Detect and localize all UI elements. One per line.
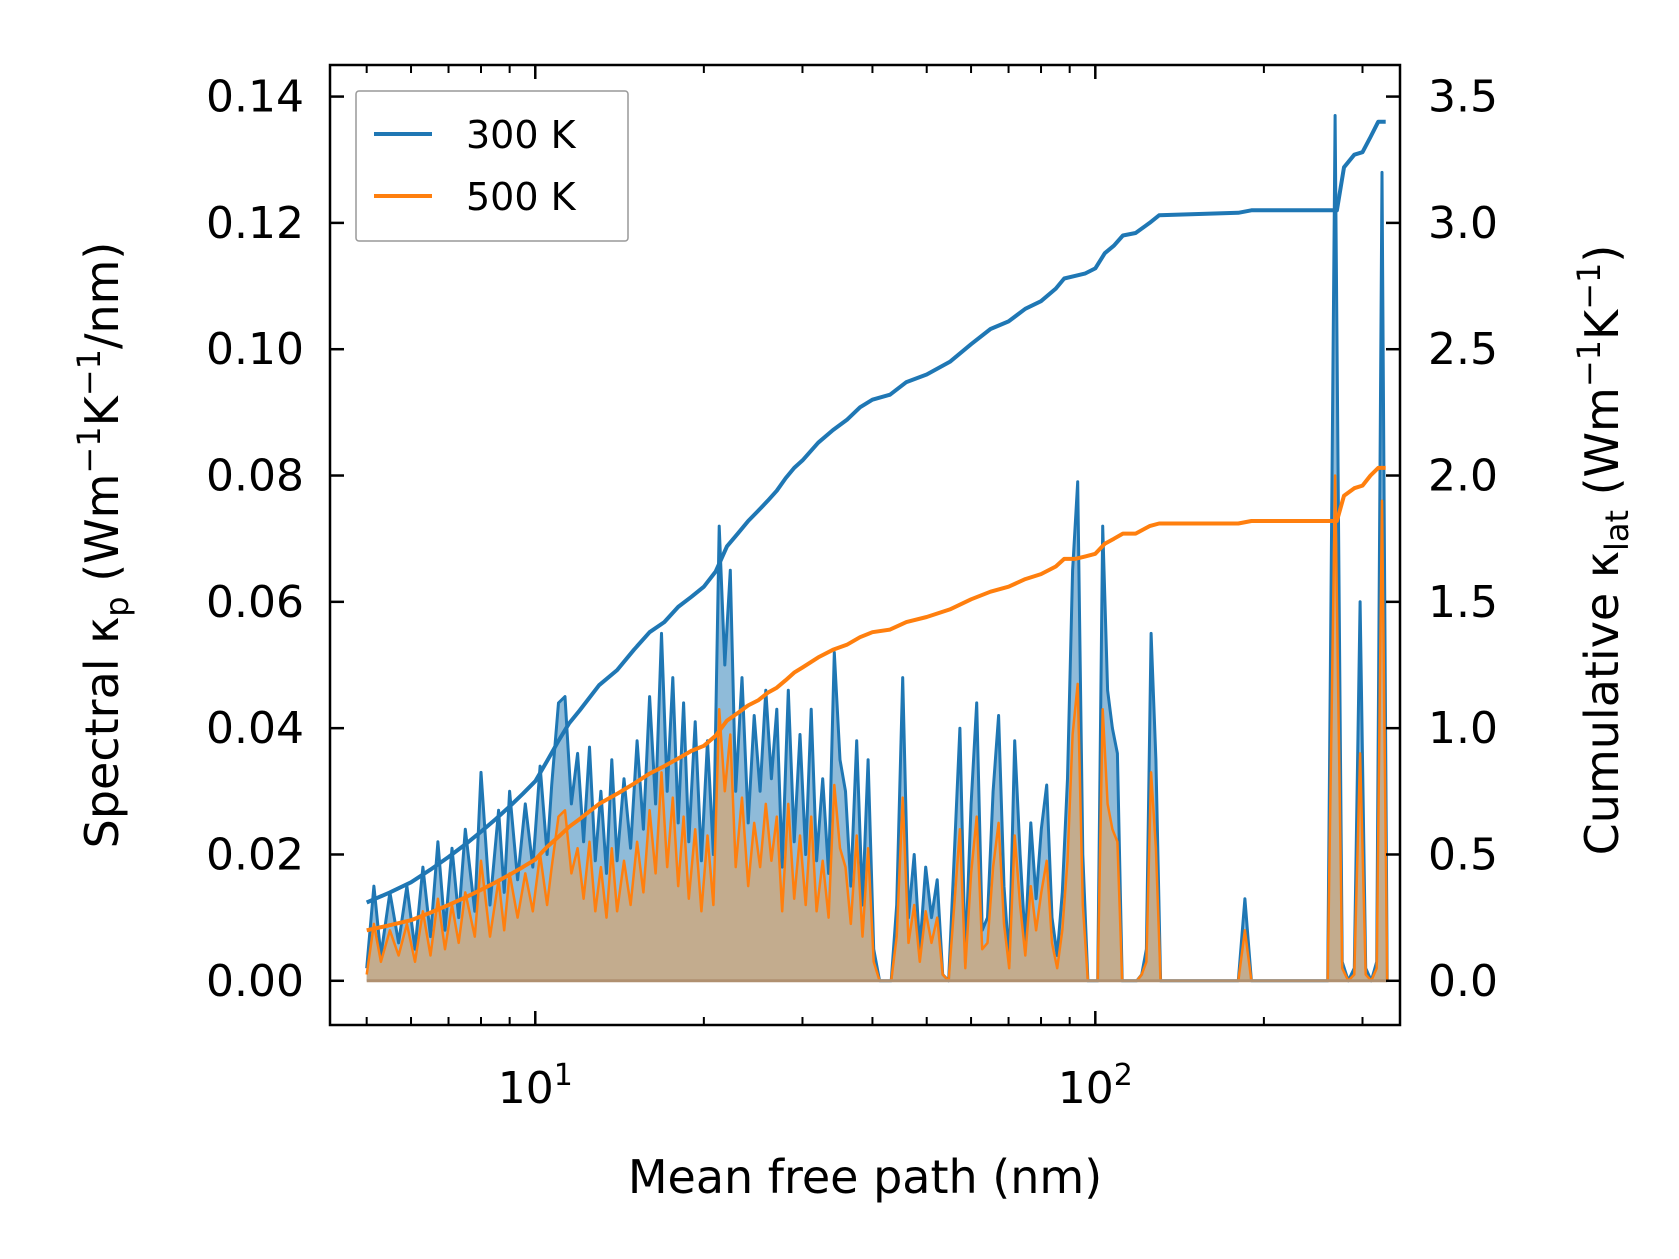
y-left-tick-label: 0.14 — [206, 72, 304, 123]
y-right-axis-title-part: lat — [1598, 510, 1636, 551]
y-left-tick-label: 0.00 — [206, 956, 304, 1007]
y-right-tick-label: 0.0 — [1428, 956, 1498, 1007]
legend-label: 500 K — [466, 175, 577, 219]
y-left-axis-title-part: −1 — [70, 426, 108, 473]
ticks-layer — [330, 65, 1400, 1025]
y-left-tick-label: 0.12 — [206, 198, 304, 249]
y-right-axis-title-part: K — [1575, 308, 1629, 340]
y-right-axis-title-part: Cumulative κ — [1575, 551, 1629, 855]
y-left-tick-label: 0.02 — [206, 829, 304, 880]
series-layer — [365, 114, 1389, 983]
x-tick-label-part: 10 — [498, 1063, 554, 1114]
spectral-500k-line — [365, 474, 1389, 983]
y-left-tick-label: 0.06 — [206, 577, 304, 628]
y-right-tick-label: 1.0 — [1428, 703, 1498, 754]
x-axis-title-part: Mean free path (nm) — [628, 1150, 1102, 1204]
cumulative-500k-line — [366, 465, 1386, 933]
x-tick-label-part: 10 — [1058, 1063, 1114, 1114]
legend-box — [355, 90, 629, 242]
cumulative-300k-line — [365, 119, 1386, 905]
y-right-axis-title-part: (Wm — [1575, 387, 1629, 510]
x-tick-label-part: 1 — [554, 1058, 573, 1093]
y-left-axis-title-part: Spectral κ — [75, 617, 129, 849]
y-left-tick-label: 0.08 — [206, 451, 304, 502]
spectral-500k-area — [366, 475, 1388, 981]
y-left-axis-title-part: /nm) — [75, 242, 129, 349]
y-right-tick-label: 3.5 — [1428, 72, 1498, 123]
y-right-tick-label: 3.0 — [1428, 198, 1498, 249]
labels-layer: 0.00 0.02 0.04 0.06 0.08 0.10 0.12 0.14 0.0 0.5 1.… — [70, 72, 1636, 1204]
x-tick-label-part: 2 — [1114, 1058, 1133, 1093]
y-left-axis-title-part: (Wm — [75, 474, 129, 597]
y-right-axis-title-part: ) — [1575, 245, 1629, 263]
y-right-axis-title: Cumulative κlat (Wm−1K−1) — [1570, 245, 1636, 856]
y-left-axis-title: Spectral κp (Wm−1K−1/nm) — [70, 242, 136, 849]
y-right-tick-label: 1.5 — [1428, 577, 1498, 628]
y-left-tick-label: 0.10 — [206, 324, 304, 375]
y-right-tick-label: 0.5 — [1428, 829, 1498, 880]
y-left-axis-title-part: −1 — [70, 349, 108, 396]
spectral-300k-line — [365, 114, 1389, 983]
plot-frame — [328, 63, 1402, 1027]
x-tick-label: 102 — [1058, 1058, 1133, 1114]
y-right-axis-title-part: −1 — [1570, 340, 1608, 387]
x-tick-label: 101 — [498, 1058, 573, 1114]
y-left-axis-title-part: K — [75, 394, 129, 426]
y-left-axis-title-part: p — [98, 596, 136, 616]
y-right-axis-title-part: −1 — [1570, 263, 1608, 310]
y-left-tick-label: 0.04 — [206, 703, 304, 754]
legend: 300 K 500 K — [355, 90, 629, 242]
legend-label: 300 K — [466, 113, 577, 157]
y-right-tick-label: 2.5 — [1428, 324, 1498, 375]
x-axis-title: Mean free path (nm) — [628, 1150, 1102, 1204]
y-right-tick-label: 2.0 — [1428, 451, 1498, 502]
